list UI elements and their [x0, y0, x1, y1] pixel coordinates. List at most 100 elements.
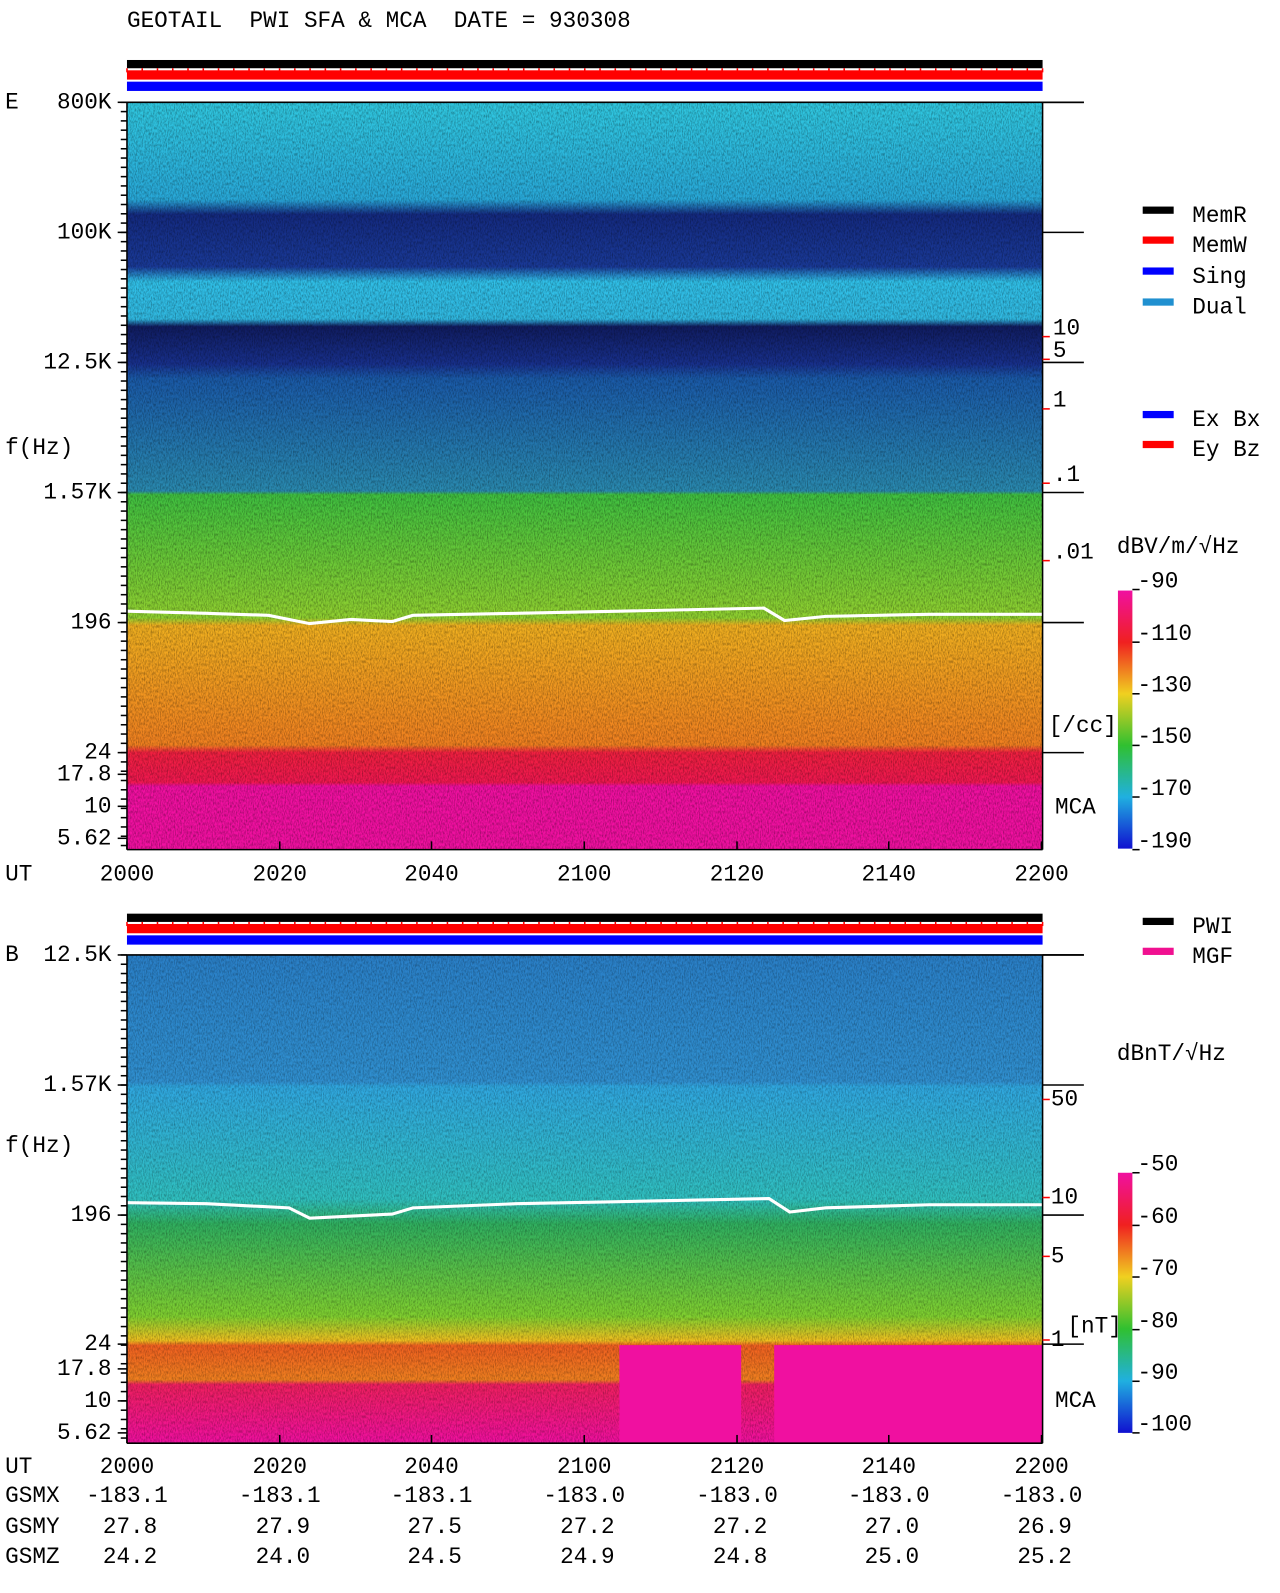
plasma-line [126, 1197, 1043, 1220]
bar-memw [126, 70, 1043, 80]
field-tick-label: 10 [1051, 1185, 1078, 1211]
density-unit: [/cc] [1049, 713, 1117, 739]
orbit-value: -183.0 [543, 1483, 625, 1509]
orbit-value: 24.2 [103, 1544, 157, 1570]
bar-pwi [126, 913, 1043, 922]
colorbar-tick-label: -60 [1138, 1204, 1179, 1230]
colorbar-tick-label: -100 [1138, 1412, 1192, 1438]
colorbar-tick-label: -90 [1138, 568, 1179, 594]
freq-tick-label: 196 [71, 610, 112, 636]
time-tick-label: 2100 [557, 861, 611, 887]
bar-sing [126, 935, 1043, 945]
colorbar-tick-label: -190 [1138, 828, 1192, 854]
legend-swatch [1142, 267, 1174, 275]
freq-tick-label: 5.62 [57, 1420, 111, 1446]
density-tick-label: .01 [1053, 539, 1094, 565]
orbit-value: 27.9 [256, 1514, 310, 1540]
legend-swatch [1142, 236, 1174, 244]
y-axis-label: f(Hz) [5, 435, 73, 461]
colorbar-tick-label: -70 [1138, 1256, 1179, 1282]
legend-label: MemW [1192, 233, 1247, 259]
mca-block [619, 1345, 742, 1444]
time-tick-label: 2020 [253, 861, 307, 887]
legend-label: MGF [1192, 944, 1233, 970]
spectrogram-texture [126, 102, 1043, 850]
time-tick-label: 2020 [253, 1454, 307, 1480]
field-tick-label: 5 [1051, 1243, 1065, 1269]
colorbar-tick-label: -90 [1138, 1360, 1179, 1386]
freq-tick-label: 24 [84, 1331, 111, 1357]
mca-label: MCA [1055, 794, 1096, 820]
orbit-value: 24.8 [713, 1544, 767, 1570]
freq-tick-label: 12.5K [43, 349, 111, 375]
orbit-name: GSMZ [5, 1544, 59, 1570]
colorbar-tick-label: -110 [1138, 621, 1192, 647]
density-tick-label: 10 [1053, 315, 1080, 341]
freq-tick-label: 12.5K [43, 942, 111, 968]
mca-block [774, 1345, 1043, 1444]
colorbar-e [1117, 590, 1133, 849]
colorbar-unit: dBnT/√Hz [1117, 1041, 1226, 1067]
colorbar-tick-label: -150 [1138, 724, 1192, 750]
freq-tick-label: 1.57K [43, 1072, 111, 1098]
time-tick-label: 2200 [1014, 1454, 1068, 1480]
freq-tick-label: 10 [84, 793, 111, 819]
labels: E 800K100K12.5K1.57K1962417.8105.62f(Hz)M… [5, 68, 1260, 1570]
freq-tick-label: 1.57K [43, 480, 111, 506]
orbit-value: 25.0 [865, 1544, 919, 1570]
orbit-value: 27.0 [865, 1514, 919, 1540]
panel-label: B [5, 942, 19, 968]
time-tick-label: 2120 [710, 861, 764, 887]
time-label: UT [5, 861, 32, 887]
orbit-value: -183.0 [1001, 1483, 1083, 1509]
colorbar-tick-label: -50 [1138, 1152, 1179, 1178]
freq-tick-label: 17.8 [57, 761, 111, 787]
field-tick-label: 1 [1051, 1327, 1065, 1353]
orbit-value: 27.2 [560, 1514, 614, 1540]
time-tick-label: 2200 [1014, 861, 1068, 887]
colorbar-b [1117, 1172, 1133, 1433]
legend-label: PWI [1192, 914, 1233, 940]
legend-swatch [1142, 947, 1174, 955]
orbit-value: -183.1 [239, 1483, 321, 1509]
freq-tick-label: 24 [84, 740, 111, 766]
time-tick-label: 2000 [100, 861, 154, 887]
orbit-value: 24.9 [560, 1544, 614, 1570]
freq-tick-label: 5.62 [57, 825, 111, 851]
colorbar-tick-label: -170 [1138, 776, 1192, 802]
density-tick-label: 1 [1053, 388, 1067, 414]
colorbar-tick-label: -130 [1138, 673, 1192, 699]
mca-label: MCA [1055, 1388, 1096, 1414]
legend-label: Sing [1192, 264, 1246, 290]
freq-tick-label: 100K [57, 219, 112, 245]
orbit-value: 25.2 [1017, 1544, 1071, 1570]
time-tick-label: 2140 [862, 861, 916, 887]
orbit-value: 24.5 [407, 1544, 461, 1570]
panel-label: E [5, 89, 19, 115]
orbit-value: -183.0 [848, 1483, 930, 1509]
orbit-value: -183.1 [86, 1483, 168, 1509]
orbit-value: -183.1 [391, 1483, 473, 1509]
freq-tick-label: 800K [57, 89, 112, 115]
density-tick-label: 5 [1053, 338, 1067, 364]
colorbar-tick-label: -80 [1138, 1308, 1179, 1334]
orbit-value: 26.9 [1017, 1514, 1071, 1540]
orbit-value: 27.8 [103, 1514, 157, 1540]
legend-swatch [1142, 298, 1174, 306]
legend-swatch [1142, 206, 1174, 214]
legend-label: Dual [1192, 295, 1246, 321]
legend-label: MemR [1192, 203, 1247, 229]
orbit-name: GSMX [5, 1483, 60, 1509]
freq-tick-label: 17.8 [57, 1356, 111, 1382]
density-tick-label: .1 [1053, 462, 1080, 488]
legend-swatch [1142, 410, 1174, 419]
legend-label: Ex Bx [1192, 407, 1260, 433]
field-tick-label: 50 [1051, 1086, 1078, 1112]
time-tick-label: 2140 [862, 1454, 916, 1480]
plasma-line [126, 606, 1043, 626]
bar-memr [126, 59, 1043, 69]
y-axis-label: f(Hz) [5, 1133, 73, 1159]
time-tick-label: 2000 [100, 1454, 154, 1480]
orbit-name: GSMY [5, 1514, 60, 1540]
